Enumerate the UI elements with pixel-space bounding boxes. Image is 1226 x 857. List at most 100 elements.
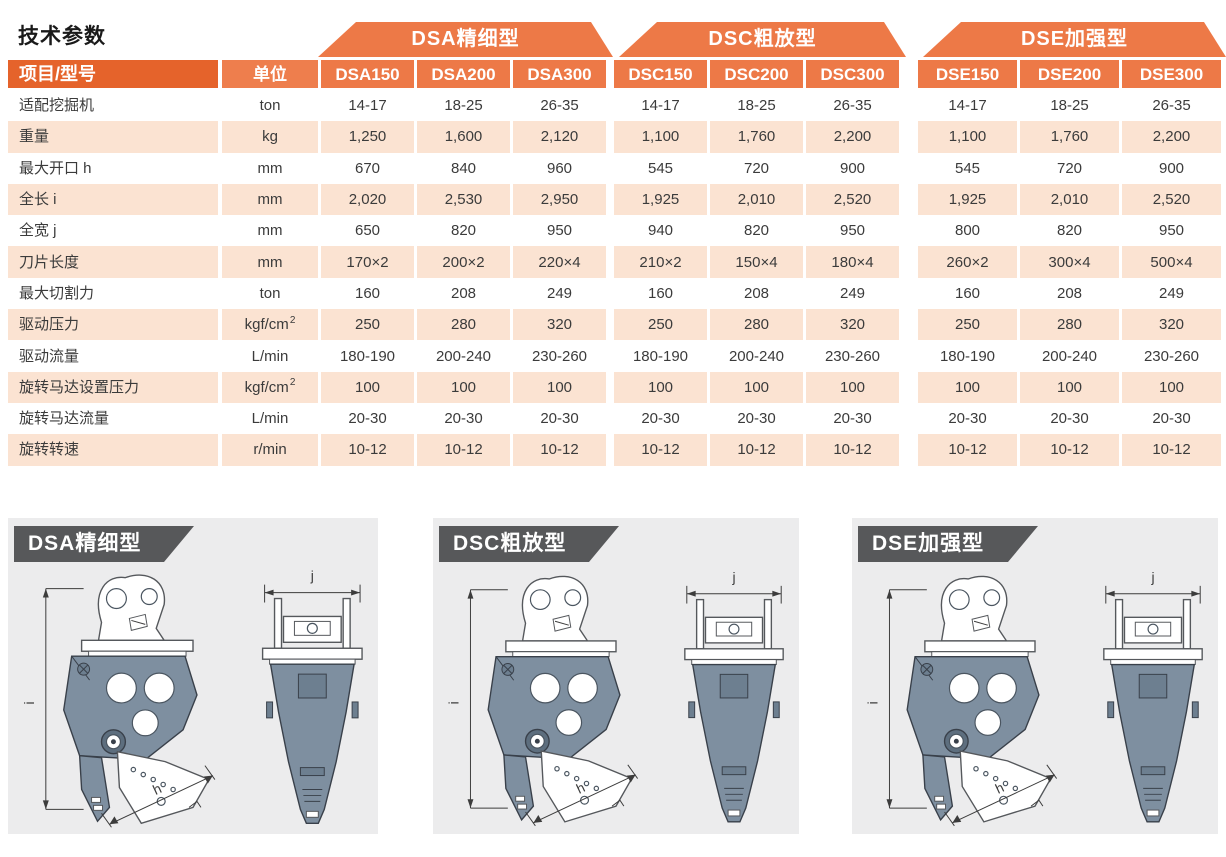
cell-value: 2,530 [417,183,510,216]
cell-value: 20-30 [1152,410,1191,428]
table-header-row: 项目/型号 单位 DSA150 DSA200 DSA300 DSC150 DSC… [8,60,1226,88]
row-unit: mm [222,153,318,184]
cell-value: 180-190 [339,347,396,365]
row-label: 全宽 j [19,222,57,240]
dimension-length-i: i [866,589,927,809]
cell-value: 545 [647,159,674,177]
cell-value: 650 [354,222,381,240]
cell-value: 249 [1158,284,1185,302]
side-view-mount-plate [924,640,1036,653]
cell-value: 210×2 [614,246,707,278]
cell-value: 2,020 [321,183,414,216]
dim-label-j: j [1150,570,1154,585]
dimension-length-i: i [21,588,84,810]
shear-technical-drawing: i [866,570,1203,827]
cell-value: 200-240 [728,347,785,365]
cell-value: 10-12 [806,434,899,466]
cell-value: 20-30 [1050,410,1089,428]
side-view-bracket [940,575,1008,642]
cell-value: 18-25 [444,97,483,115]
unit-text: L/min [251,410,289,428]
cell-value: 280 [710,309,803,341]
cell-value: 10-12 [321,434,414,466]
side-view-bracket [97,574,166,642]
cell-value: 18-25 [1050,97,1089,115]
header-model-dsc300: DSC300 [806,60,899,88]
cell-value: 230-260 [1143,347,1200,365]
cell-value: 100 [417,371,510,403]
row-label: 旋转马达设置压力 [8,371,218,403]
cell-value: 2,120 [513,121,606,153]
row-unit: r/min [222,434,318,466]
cell-value: 249 [546,284,573,302]
cell-value: 100 [321,371,414,403]
cell-value: 1,250 [321,121,414,153]
cell-value: 230-260 [824,347,881,365]
dim-label-i: i [447,701,462,704]
front-view-body [266,663,359,824]
cell-value: 26-35 [833,97,872,115]
diagram-banner-dsc: DSC粗放型 [439,526,619,562]
cell-value: 20-30 [348,410,387,428]
cell-value: 1,925 [614,183,707,216]
unit-text: L/min [251,347,289,365]
dimension-width-j: j [264,568,361,603]
header-model-dsc150: DSC150 [614,60,707,88]
row-label: 旋转转速 [8,434,218,466]
side-view-body [906,655,1040,760]
cell-value: 2,950 [513,183,606,216]
row-label: 驱动压力 [8,309,218,341]
cell-value: 180-190 [939,347,996,365]
side-view-mount-plate [80,639,194,652]
cell-value: 2,520 [1122,183,1221,216]
row-unit: kg [222,121,318,153]
cell-value: 320 [806,309,899,341]
cell-value: 170×2 [321,246,414,278]
diagram-card-dsc: DSC粗放型 i [433,518,799,834]
row-label: 重量 [8,121,218,153]
table-row: 旋转转速 r/min 10-12 10-12 10-12 10-12 10-12 10-12 1… [8,434,1226,466]
unit-text: mm [257,222,283,240]
row-unit: mm [222,246,318,278]
side-view-blade [503,754,535,822]
table-row: 最大切割力 ton 160 208 249 160 208 249 160 208 249 [8,278,1226,309]
unit-superscript: 2 [289,314,296,326]
front-view-mount-plate [261,647,363,660]
table-row: 适配挖掘机 ton 14-17 18-25 26-35 14-17 18-25 26-35 14… [8,90,1226,121]
cell-value: 900 [1158,159,1185,177]
header-model-dse150: DSE150 [918,60,1017,88]
header-model-dsa300: DSA300 [513,60,606,88]
cell-value: 20-30 [641,410,680,428]
unit-text: ton [259,97,281,115]
row-unit: mm [222,183,318,216]
cell-value: 10-12 [417,434,510,466]
cell-value: 720 [1056,159,1083,177]
side-view-body [487,655,621,760]
cell-value: 100 [918,371,1017,403]
cell-value: 900 [839,159,866,177]
cell-value: 10-12 [513,434,606,466]
cell-value: 150×4 [710,246,803,278]
cell-value: 100 [806,371,899,403]
cell-value: 1,925 [918,183,1017,216]
unit-superscript: 2 [289,377,296,389]
row-label: 适配挖掘机 [19,97,95,115]
cell-value: 14-17 [948,97,987,115]
cell-value: 1,100 [918,121,1017,153]
cell-value: 208 [1056,284,1083,302]
dimension-width-j: j [1105,570,1201,604]
cell-value: 14-17 [348,97,387,115]
header-model-dsa150: DSA150 [321,60,414,88]
header-item-model: 项目/型号 [8,60,218,88]
side-view-blade [922,754,954,822]
table-row: 重量 kg 1,250 1,600 2,120 1,100 1,760 2,200 1,100 1… [8,121,1226,153]
cell-value: 10-12 [1020,434,1119,466]
shear-technical-drawing: i [447,570,784,827]
cell-value: 26-35 [540,97,579,115]
group-banner-dsc: DSC粗放型 [619,22,906,57]
header-model-dse300: DSE300 [1122,60,1221,88]
group-banner-dsa: DSA精细型 [318,22,613,57]
side-view-bracket [521,575,589,642]
cell-value: 100 [1020,371,1119,403]
dimension-length-i: i [447,589,508,809]
